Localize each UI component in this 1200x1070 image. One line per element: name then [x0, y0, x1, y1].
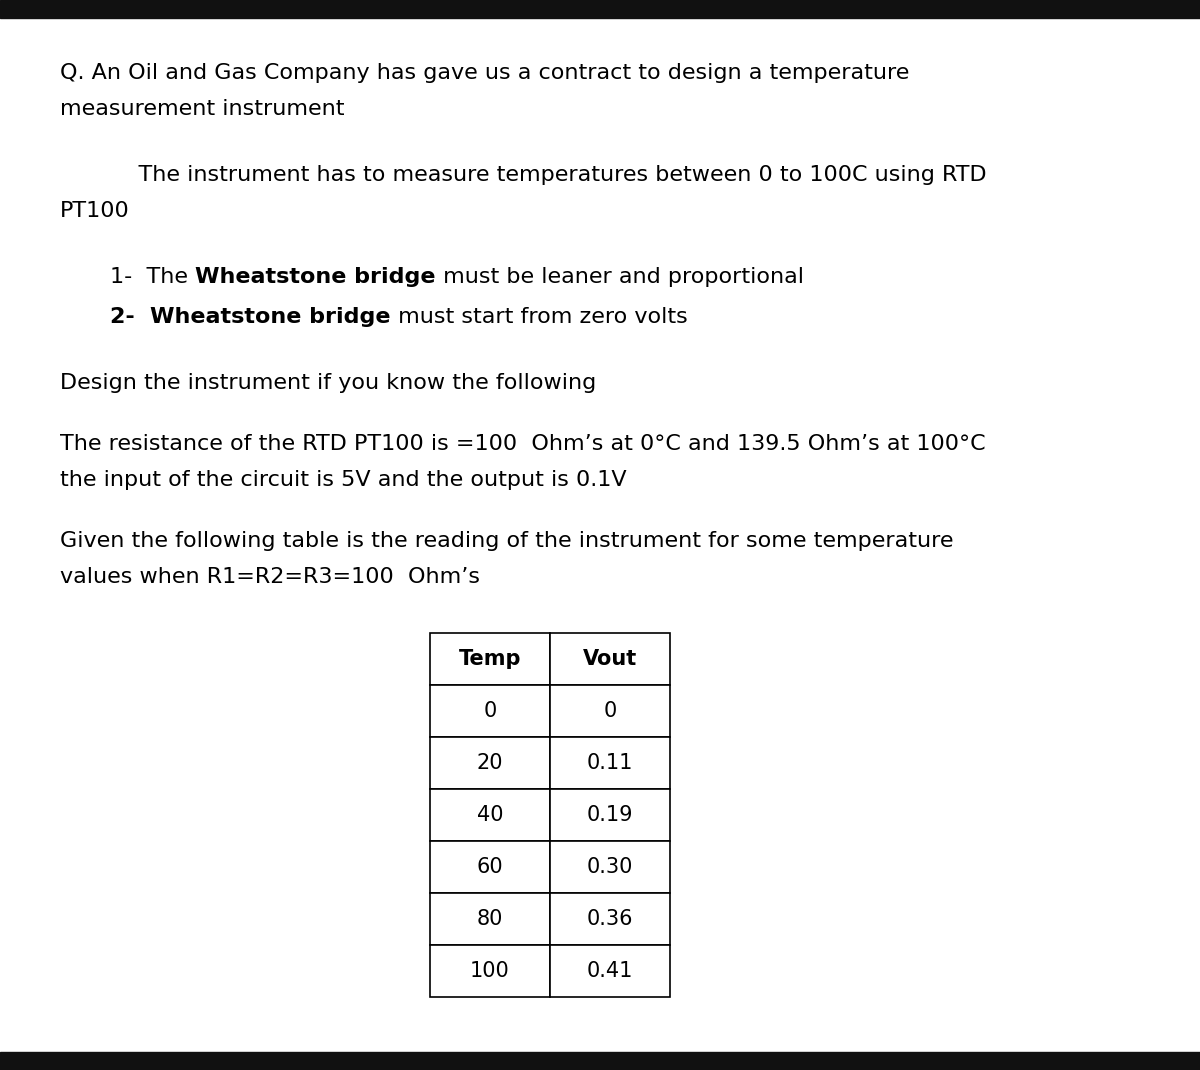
Text: measurement instrument: measurement instrument — [60, 100, 344, 119]
Text: 0.36: 0.36 — [587, 910, 634, 929]
Text: 20: 20 — [476, 753, 503, 773]
Bar — [550, 633, 670, 685]
Text: 100: 100 — [470, 961, 510, 981]
Text: 80: 80 — [476, 910, 503, 929]
Bar — [550, 945, 670, 997]
Text: 0.41: 0.41 — [587, 961, 634, 981]
Bar — [550, 737, 670, 789]
Bar — [0, 1052, 1200, 1070]
Bar — [550, 789, 670, 841]
Text: Temp: Temp — [458, 649, 521, 669]
Bar — [430, 945, 550, 997]
Bar — [0, 0, 1200, 18]
Text: values when R1=R2=R3=100  Ohm’s: values when R1=R2=R3=100 Ohm’s — [60, 567, 480, 587]
Text: Wheatstone bridge: Wheatstone bridge — [150, 307, 391, 327]
Text: The resistance of the RTD PT100 is =100  Ohm’s at 0°C and 139.5 Ohm’s at 100°C: The resistance of the RTD PT100 is =100 … — [60, 434, 985, 454]
Bar — [430, 841, 550, 893]
Bar — [550, 893, 670, 945]
Bar — [430, 737, 550, 789]
Text: Vout: Vout — [583, 649, 637, 669]
Text: Design the instrument if you know the following: Design the instrument if you know the fo… — [60, 373, 596, 393]
Text: 0: 0 — [604, 701, 617, 721]
Text: 2-: 2- — [110, 307, 150, 327]
Text: 1-  The: 1- The — [110, 268, 196, 287]
Text: 60: 60 — [476, 857, 503, 877]
Text: Given the following table is the reading of the instrument for some temperature: Given the following table is the reading… — [60, 531, 954, 551]
Bar — [550, 685, 670, 737]
Text: the input of the circuit is 5V and the output is 0.1V: the input of the circuit is 5V and the o… — [60, 470, 626, 490]
Bar — [430, 893, 550, 945]
Bar — [430, 685, 550, 737]
Text: The instrument has to measure temperatures between 0 to 100C using RTD: The instrument has to measure temperatur… — [110, 165, 986, 185]
Text: Q. An Oil and Gas Company has gave us a contract to design a temperature: Q. An Oil and Gas Company has gave us a … — [60, 63, 910, 83]
Text: 0.30: 0.30 — [587, 857, 634, 877]
Text: PT100: PT100 — [60, 201, 130, 221]
Text: 0.11: 0.11 — [587, 753, 634, 773]
Text: must start from zero volts: must start from zero volts — [391, 307, 688, 327]
Text: 0.19: 0.19 — [587, 805, 634, 825]
Text: Wheatstone bridge: Wheatstone bridge — [196, 268, 436, 287]
Bar — [550, 841, 670, 893]
Text: 0: 0 — [484, 701, 497, 721]
Bar — [430, 633, 550, 685]
Text: must be leaner and proportional: must be leaner and proportional — [436, 268, 804, 287]
Text: 40: 40 — [476, 805, 503, 825]
Bar — [430, 789, 550, 841]
